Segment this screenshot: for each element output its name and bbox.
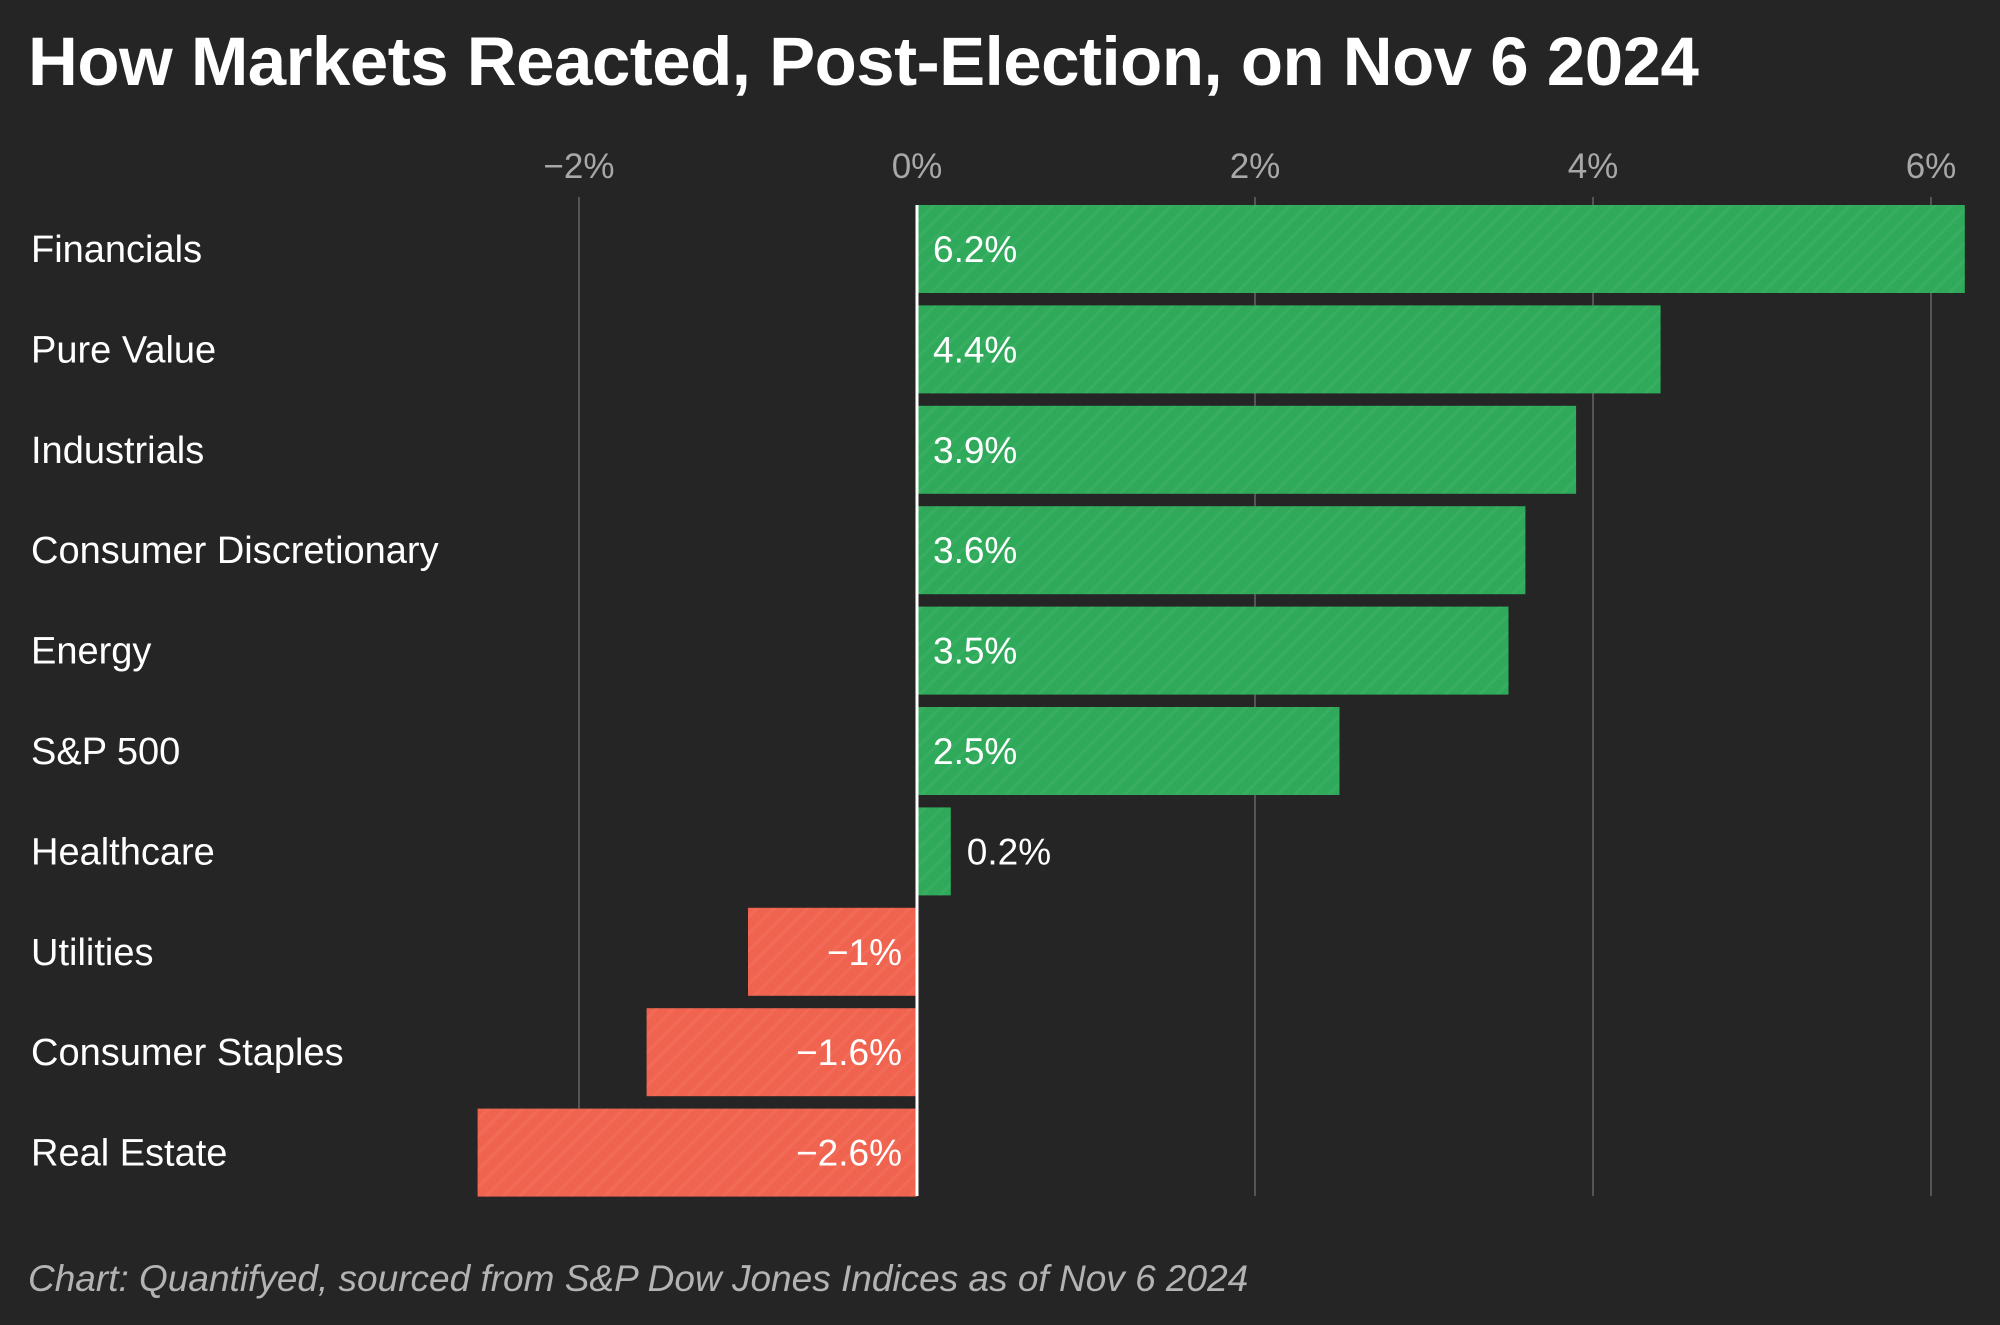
bars	[477, 205, 1965, 1197]
x-tick-label: −2%	[543, 147, 614, 186]
category-label: Utilities	[31, 932, 153, 974]
bar-texture	[917, 205, 1965, 293]
bar-texture	[917, 606, 1509, 695]
value-label: 2.5%	[933, 731, 1017, 772]
bar-texture	[917, 305, 1661, 394]
category-label: Consumer Staples	[31, 1032, 344, 1074]
value-label: 6.2%	[933, 229, 1017, 270]
value-labels: 6.2% 4.4% 3.9% 3.6% 3.5% 2.5% 0.2% −1% −1.6% −2.6…	[796, 229, 1051, 1174]
bar-texture	[917, 405, 1577, 494]
category-label: Industrials	[31, 430, 204, 472]
category-label: Financials	[31, 229, 202, 271]
bar-texture	[917, 506, 1526, 595]
bar-texture	[646, 1008, 917, 1097]
category-label: S&P 500	[31, 731, 180, 773]
category-label: Energy	[31, 631, 151, 673]
value-label: −2.6%	[796, 1133, 902, 1174]
source-footnote: Chart: Quantifyed, sourced from S&P Dow …	[28, 1258, 1249, 1299]
x-tick-label: 2%	[1230, 147, 1281, 186]
bar-chart: −2% 0% 2% 4% 6% Financials Pure Value Industri…	[31, 147, 1965, 1197]
x-axis-ticks: −2% 0% 2% 4% 6%	[543, 147, 1956, 186]
category-label: Real Estate	[31, 1133, 227, 1175]
value-label: 3.6%	[933, 530, 1017, 571]
bar-texture	[477, 1108, 917, 1197]
value-label: 3.9%	[933, 430, 1017, 471]
value-label: 0.2%	[967, 831, 1051, 872]
value-label: −1.6%	[796, 1032, 902, 1073]
x-tick-label: 6%	[1906, 147, 1957, 186]
category-label: Pure Value	[31, 329, 216, 371]
x-tick-label: 0%	[892, 147, 943, 186]
category-label: Healthcare	[31, 831, 215, 873]
value-label: 4.4%	[933, 329, 1017, 370]
chart-title: How Markets Reacted, Post-Election, on N…	[28, 23, 1699, 100]
x-tick-label: 4%	[1568, 147, 1619, 186]
value-label: 3.5%	[933, 631, 1017, 672]
bar-texture	[917, 707, 1340, 795]
bar-texture	[748, 907, 917, 996]
category-label: Consumer Discretionary	[31, 530, 439, 572]
bar-texture	[917, 807, 951, 896]
value-label: −1%	[827, 932, 902, 973]
category-labels: Financials Pure Value Industrials Consumer …	[31, 229, 439, 1175]
